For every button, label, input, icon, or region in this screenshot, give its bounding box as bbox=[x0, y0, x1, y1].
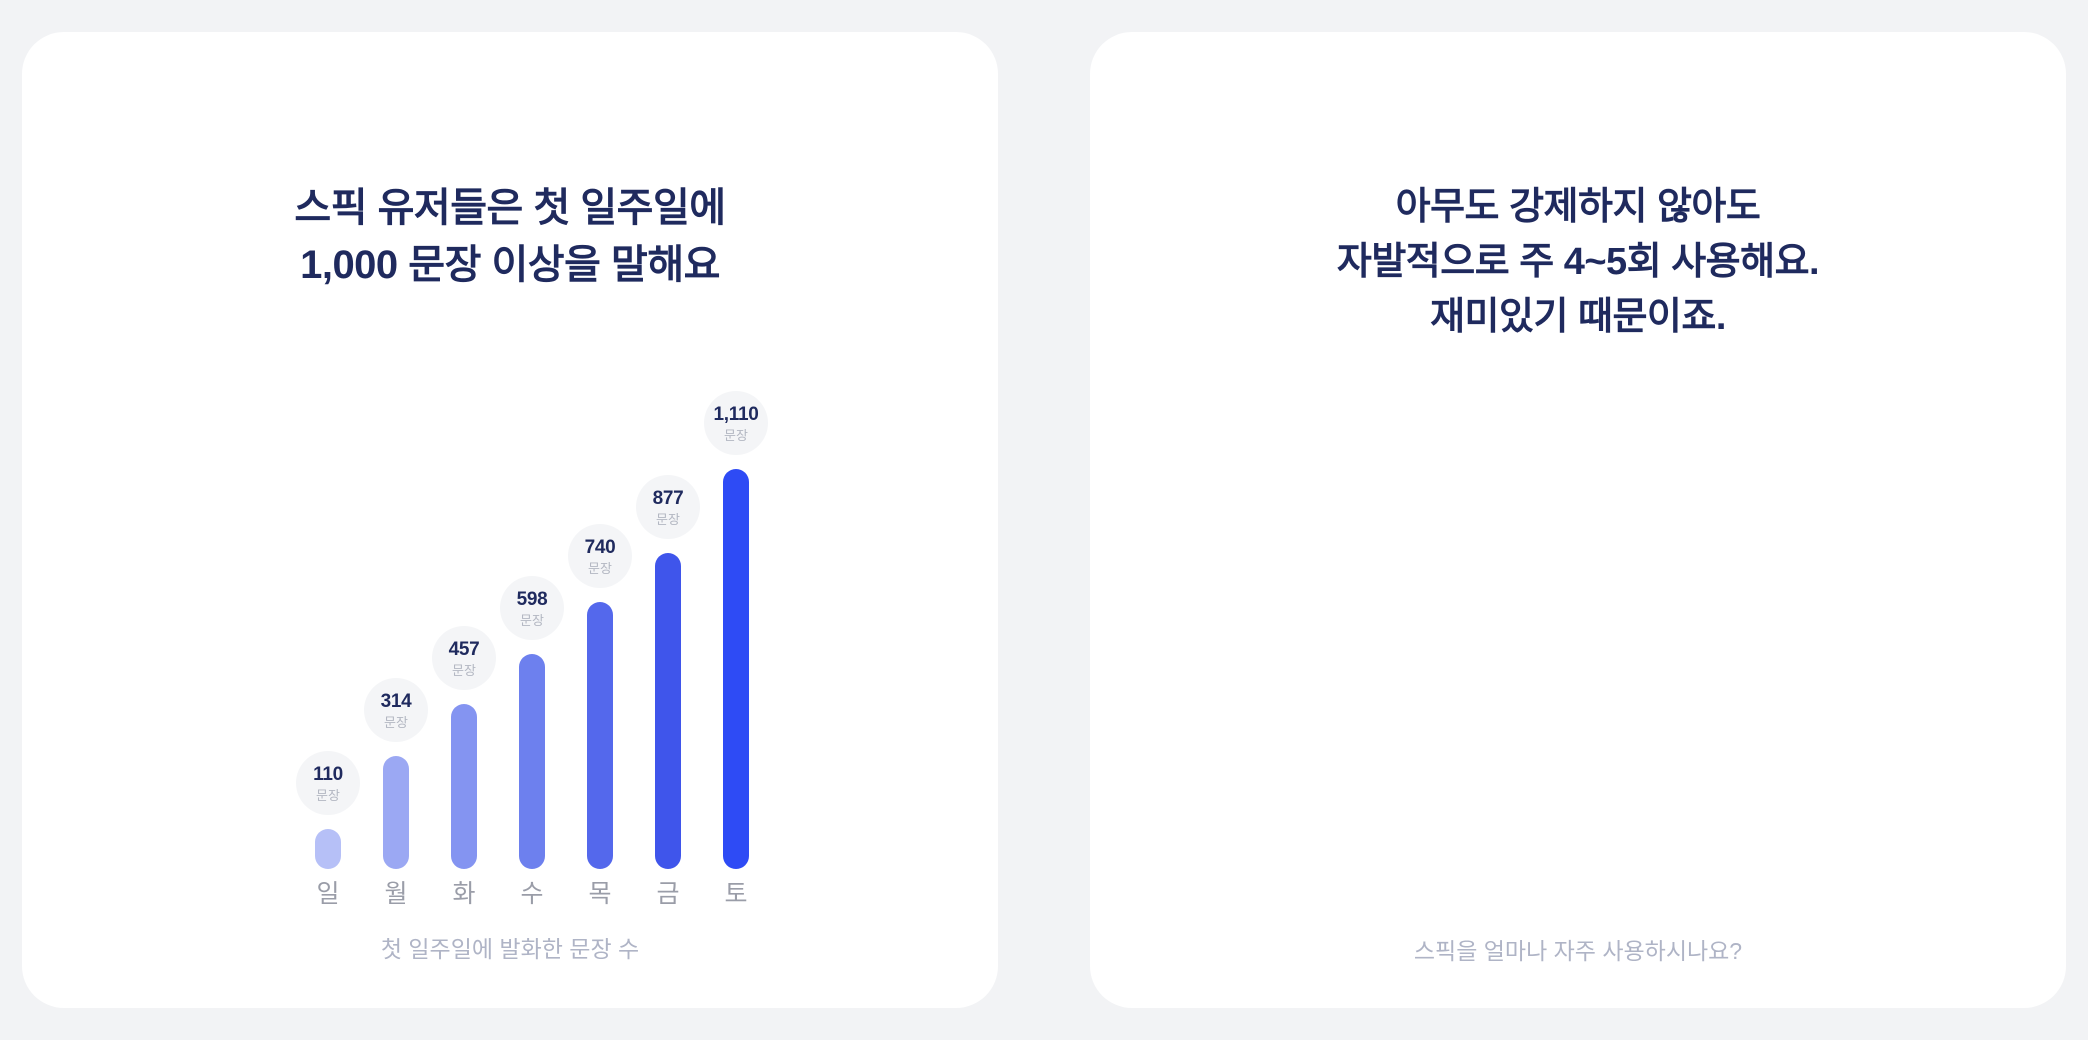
bar-value-label: 598 bbox=[516, 588, 548, 610]
x-axis-tick-label: 화 bbox=[452, 880, 476, 908]
bar-chart-card: 스픽 유저들은 첫 일주일에 1,000 문장 이상을 말해요 110 문장 314… bbox=[22, 32, 998, 1008]
bar-unit-label: 문장 bbox=[452, 662, 476, 678]
bar-chart-caption: 첫 일주일에 발화한 문장 수 bbox=[380, 936, 640, 962]
page-title-secondary: 아무도 강제하지 않아도 자발적으로 주 4~5회 사용해요. 재미있기 때문이… bbox=[1090, 180, 2066, 345]
bar-value-bubble: 598 문장 bbox=[500, 576, 564, 640]
bar-value-bubble: 740 문장 bbox=[568, 524, 632, 588]
bar-unit-label: 문장 bbox=[724, 427, 748, 443]
x-axis-tick-label: 목 bbox=[588, 880, 612, 908]
bar[interactable] bbox=[383, 756, 409, 869]
headline-line-1: 스픽 유저들은 첫 일주일에 bbox=[294, 186, 726, 230]
bar-column[interactable]: 457 문장 bbox=[432, 362, 496, 869]
bar-column[interactable]: 110 문장 bbox=[296, 362, 360, 869]
bar[interactable] bbox=[315, 829, 341, 869]
pie-chart-caption: 스픽을 얼마나 자주 사용하시나요? bbox=[1413, 938, 1743, 964]
headline-line-2: 1,000 문장 이상을 말해요 bbox=[300, 242, 720, 287]
bar-value-bubble: 457 문장 bbox=[432, 626, 496, 690]
bar-column[interactable]: 740 문장 bbox=[568, 362, 632, 869]
x-axis-tick-label: 토 bbox=[724, 880, 748, 908]
bar-value-label: 457 bbox=[448, 638, 480, 660]
bar-value-label: 877 bbox=[652, 487, 684, 509]
bar-unit-label: 문장 bbox=[588, 560, 612, 576]
bar[interactable] bbox=[519, 654, 545, 869]
bar-value-bubble: 314 문장 bbox=[364, 678, 428, 742]
bar-unit-label: 문장 bbox=[520, 612, 544, 628]
bar-value-label: 1,110 bbox=[713, 403, 759, 425]
page-title: 스픽 유저들은 첫 일주일에 1,000 문장 이상을 말해요 bbox=[22, 180, 998, 294]
x-axis-tick-label: 수 bbox=[520, 880, 544, 908]
bar[interactable] bbox=[655, 553, 681, 869]
bar-chart: 110 문장 314 문장 457 문장 598 문장 740 문장 877 문장 1,110 문장 일 월… bbox=[140, 362, 924, 910]
headline-line-3: 재미있기 때문이죠. bbox=[1430, 296, 1726, 339]
pie-chart-card: 아무도 강제하지 않아도 자발적으로 주 4~5회 사용해요. 재미있기 때문이… bbox=[1090, 32, 2066, 1008]
bar-value-bubble: 1,110 문장 bbox=[704, 391, 768, 455]
bar-value-bubble: 877 문장 bbox=[636, 475, 700, 539]
bar-unit-label: 문장 bbox=[316, 787, 340, 803]
bar-unit-label: 문장 bbox=[656, 511, 680, 527]
bar-column[interactable]: 877 문장 bbox=[636, 362, 700, 869]
x-axis-tick-label: 월 bbox=[384, 880, 408, 908]
bar-value-bubble: 110 문장 bbox=[296, 751, 360, 815]
bar-column[interactable]: 1,110 문장 bbox=[704, 362, 768, 869]
bar-value-label: 740 bbox=[584, 536, 616, 558]
bar[interactable] bbox=[723, 469, 749, 869]
headline-line-1: 아무도 강제하지 않아도 bbox=[1395, 186, 1761, 228]
bar-value-label: 314 bbox=[380, 690, 412, 712]
bar-series: 110 문장 314 문장 457 문장 598 문장 740 문장 877 문장 1,110 문장 bbox=[140, 362, 924, 869]
bar-column[interactable]: 314 문장 bbox=[364, 362, 428, 869]
x-axis-tick-label: 일 bbox=[316, 880, 340, 908]
bar-value-label: 110 bbox=[313, 763, 343, 785]
bar-unit-label: 문장 bbox=[384, 714, 408, 730]
bar-column[interactable]: 598 문장 bbox=[500, 362, 564, 869]
x-axis-tick-label: 금 bbox=[656, 880, 680, 908]
bar[interactable] bbox=[451, 704, 477, 869]
headline-line-2: 자발적으로 주 4~5회 사용해요. bbox=[1336, 241, 1820, 284]
bar[interactable] bbox=[587, 602, 613, 869]
